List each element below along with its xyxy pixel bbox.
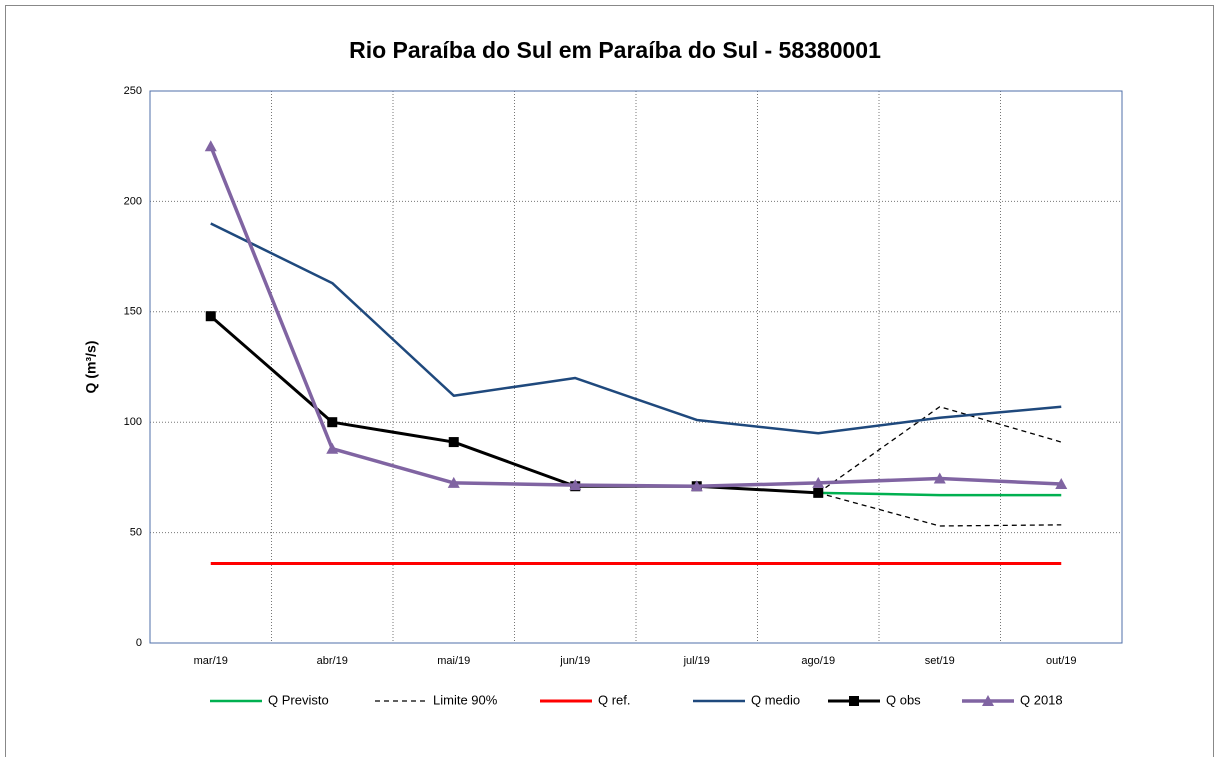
point-marker: [813, 487, 824, 498]
point-marker: [447, 476, 460, 488]
point-marker: [690, 480, 703, 492]
point-marker: [933, 472, 946, 484]
x-tick-label: mar/19: [194, 655, 228, 667]
point-marker: [327, 417, 338, 428]
x-tick-label: abr/19: [317, 655, 348, 667]
point-marker: [326, 442, 339, 454]
legend-label: Limite 90%: [433, 692, 498, 707]
plot-border: [149, 90, 1123, 644]
chart-title: Rio Paraíba do Sul em Paraíba do Sul - 5…: [349, 37, 881, 63]
series-line: [818, 491, 1062, 497]
legend-label: Q 2018: [1020, 692, 1063, 707]
y-tick-label: 250: [124, 85, 142, 97]
x-tick-label: ago/19: [801, 655, 835, 667]
x-tick-label: jul/19: [683, 655, 710, 667]
x-tick-label: jun/19: [559, 655, 590, 667]
point-marker: [448, 437, 459, 448]
y-tick-label: 200: [124, 195, 142, 207]
legend-marker: [849, 696, 859, 706]
point-marker: [1055, 478, 1068, 490]
x-tick-label: mai/19: [437, 655, 470, 667]
y-tick-label: 0: [136, 637, 142, 649]
y-tick-label: 100: [124, 416, 142, 428]
legend-label: Q obs: [886, 692, 921, 707]
legend-marker: [982, 695, 994, 706]
legend-label: Q ref.: [598, 692, 631, 707]
y-tick-label: 50: [130, 527, 142, 539]
legend-label: Q Previsto: [268, 692, 329, 707]
x-tick-label: set/19: [925, 655, 955, 667]
point-marker: [569, 479, 582, 491]
y-tick-label: 150: [124, 306, 142, 318]
point-marker: [205, 311, 216, 322]
series-line: [817, 406, 1062, 494]
legend-label: Q medio: [751, 692, 800, 707]
series-line: [209, 145, 1062, 488]
point-marker: [204, 140, 217, 152]
series-line: [210, 222, 1062, 435]
y-axis-label: Q (m³/s): [83, 341, 99, 394]
point-marker: [812, 476, 825, 488]
x-tick-label: out/19: [1046, 655, 1077, 667]
chart-frame: [5, 5, 1214, 757]
